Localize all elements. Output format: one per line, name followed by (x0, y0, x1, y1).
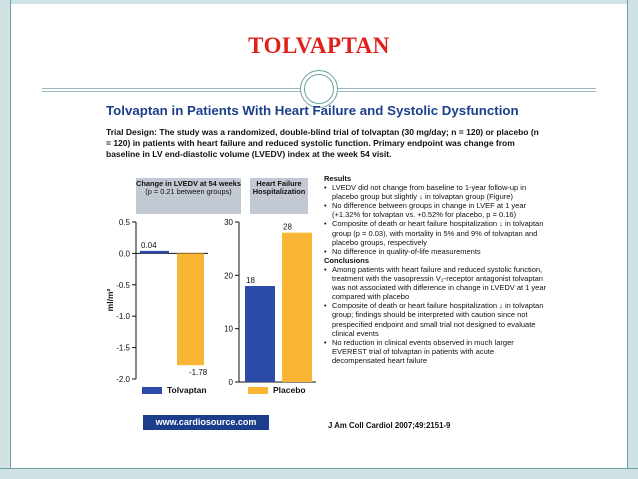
lvedv-chart-header: Change in LVEDV at 54 weeks (p = 0.21 be… (136, 178, 241, 214)
hf-data-label: 28 (283, 223, 292, 232)
legend-label-tolvaptan: Tolvaptan (167, 385, 207, 395)
results-item: LVEDV did not change from baseline to 1-… (324, 183, 548, 201)
lvedv-bar-placebo (177, 253, 204, 366)
conclusions-item: Composite of death or heart failure hosp… (324, 301, 548, 337)
conclusions-item: No reduction in clinical events observed… (324, 338, 548, 365)
slide-frame-right (627, 0, 638, 479)
slide-frame-top (0, 0, 638, 4)
results-panel: Results LVEDV did not change from baseli… (324, 174, 548, 365)
lvedv-bar-tolvaptan (140, 250, 169, 254)
lvedv-y-tick-label: -0.5 (116, 281, 130, 290)
hf-chart-title: Heart Failure Hospitalization (252, 179, 306, 197)
hf-y-tick-label: 10 (224, 325, 233, 334)
lvedv-chart-subtitle: (p = 0.21 between groups) (145, 187, 232, 197)
legend-label-placebo: Placebo (273, 385, 306, 395)
lvedv-y-tick-label: -1.0 (116, 312, 130, 321)
hf-y-tick-label: 20 (224, 271, 233, 280)
hf-data-label: 18 (246, 276, 255, 285)
source-url-badge: www.cardiosource.com (143, 415, 269, 430)
legend-tolvaptan: Tolvaptan (142, 385, 207, 395)
circle-ornament-icon (300, 70, 338, 108)
hf-y-tick-label: 0 (229, 378, 234, 387)
results-heading: Results (324, 174, 352, 183)
legend-placebo: Placebo (248, 385, 306, 395)
slide-frame-left (0, 0, 11, 479)
legend-swatch-tolvaptan (142, 387, 162, 395)
conclusions-item: Among patients with heart failure and re… (324, 265, 548, 301)
slide-frame-bottom (0, 468, 638, 479)
results-item: No difference in quality-of-life measure… (324, 247, 548, 256)
lvedv-y-tick-label: 0.5 (119, 218, 131, 227)
trial-figure: Tolvaptan in Patients With Heart Failure… (96, 100, 550, 444)
results-item: Composite of death or heart failure hosp… (324, 219, 548, 246)
lvedv-y-tick-label: -2.0 (116, 375, 130, 384)
lvedv-y-axis-label: ml/m² (105, 288, 115, 311)
citation: J Am Coll Cardiol 2007;49:2151-9 (328, 421, 451, 430)
lvedv-data-label: -1.78 (189, 368, 208, 377)
lvedv-data-label: 0.04 (141, 241, 157, 250)
slide-title: TOLVAPTAN (248, 33, 390, 58)
lvedv-chart-title: Change in LVEDV at 54 weeks (136, 179, 242, 188)
legend-swatch-placebo (248, 387, 268, 395)
conclusions-list: Among patients with heart failure and re… (324, 265, 548, 365)
figure-title: Tolvaptan in Patients With Heart Failure… (106, 103, 519, 118)
results-list: LVEDV did not change from baseline to 1-… (324, 183, 548, 256)
lvedv-y-tick-label: 0.0 (119, 249, 131, 258)
trial-design-text: Trial Design: The study was a randomized… (106, 127, 539, 159)
lvedv-y-tick-label: -1.5 (116, 344, 130, 353)
bar-charts: 0.5 0.0 -0.5 -1.0 -1.5 -2.0 0.04 -1.78 0 10 20 30 18… (105, 218, 316, 387)
conclusions-heading: Conclusions (324, 255, 370, 265)
results-item: No difference between groups in change i… (324, 201, 548, 219)
hf-bar-placebo (282, 232, 312, 382)
hf-y-tick-label: 30 (224, 218, 233, 227)
hf-chart-header: Heart Failure Hospitalization (250, 178, 308, 214)
hf-bar-tolvaptan (245, 286, 275, 382)
